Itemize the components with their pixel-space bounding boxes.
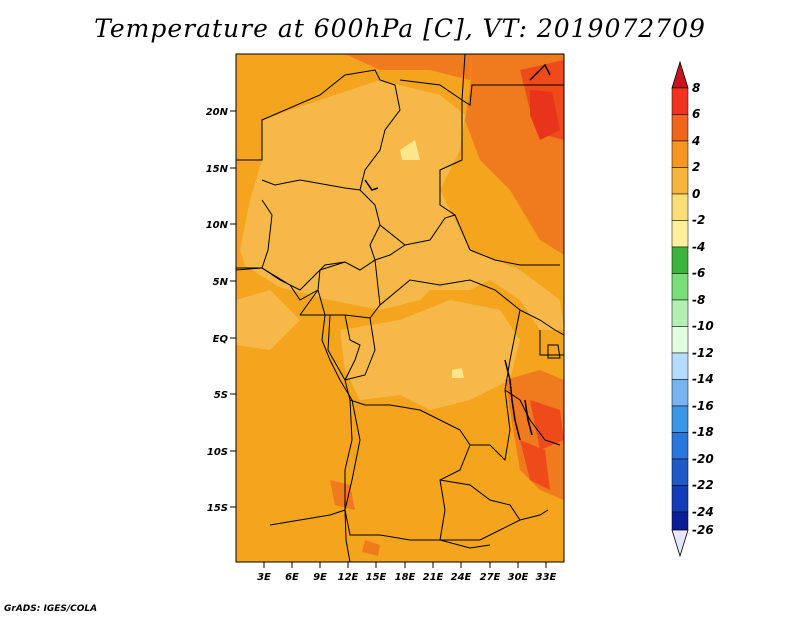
- lon-label: 12E: [338, 572, 359, 583]
- lat-label: 5S: [214, 390, 228, 401]
- colorbar-label: -8: [692, 293, 705, 307]
- colorbar-label: -24: [692, 505, 714, 519]
- map-frame: [235, 53, 565, 563]
- colorbar-label: -22: [692, 478, 714, 492]
- lat-label: 15S: [207, 503, 228, 514]
- lon-label: 30E: [508, 572, 529, 583]
- colorbar-label: 6: [692, 107, 700, 121]
- country-borders: [236, 54, 564, 562]
- lon-label: 3E: [257, 572, 271, 583]
- map-title: Temperature at 600hPa [C], VT: 201907270…: [94, 14, 706, 43]
- lon-label: 24E: [451, 572, 472, 583]
- lat-label: EQ: [213, 334, 229, 345]
- temperature-field: [236, 54, 564, 562]
- colorbar-label: -20: [692, 452, 714, 466]
- lon-label: 33E: [536, 572, 557, 583]
- colorbar-label: -10: [692, 319, 714, 333]
- colorbar-label: -12: [692, 346, 714, 360]
- grads-credit: GrADS: IGES/COLA: [4, 604, 98, 614]
- colorbar-label: -16: [692, 399, 714, 413]
- colorbar-label: -26: [692, 523, 714, 537]
- lon-label: 6E: [285, 572, 299, 583]
- colorbar-label: -18: [692, 425, 714, 439]
- colorbar-label: 2: [692, 160, 700, 174]
- lon-label: 15E: [366, 572, 387, 583]
- lat-label: 10N: [206, 220, 229, 231]
- colorbar-top-arrow: [671, 60, 689, 89]
- lat-label: 10S: [207, 447, 228, 458]
- colorbar: 8 6 4 2 0 -2 -4 -6 -8 -10 -12 -14 -16 -1…: [671, 60, 714, 558]
- colorbar-label: -14: [692, 372, 714, 386]
- latitude-axis: 20N 15N 10N 5N EQ 5S 10S 15S: [206, 107, 236, 514]
- lon-label: 9E: [313, 572, 327, 583]
- lon-label: 18E: [395, 572, 416, 583]
- lat-label: 20N: [206, 107, 229, 118]
- lat-label: 5N: [213, 277, 229, 288]
- colorbar-label: 8: [692, 81, 700, 95]
- longitude-axis: 3E 6E 9E 12E 15E 18E 21E 24E 27E 30E 33E: [257, 562, 557, 583]
- colorbar-label: -4: [692, 240, 705, 254]
- colorbar-label: -6: [692, 266, 705, 280]
- colorbar-label: 0: [692, 187, 700, 201]
- lon-label: 27E: [480, 572, 501, 583]
- lon-label: 21E: [423, 572, 444, 583]
- colorbar-label: -2: [692, 213, 705, 227]
- colorbar-label: 4: [691, 134, 700, 148]
- colorbar-bottom-arrow: [671, 529, 689, 558]
- lat-label: 15N: [206, 164, 229, 175]
